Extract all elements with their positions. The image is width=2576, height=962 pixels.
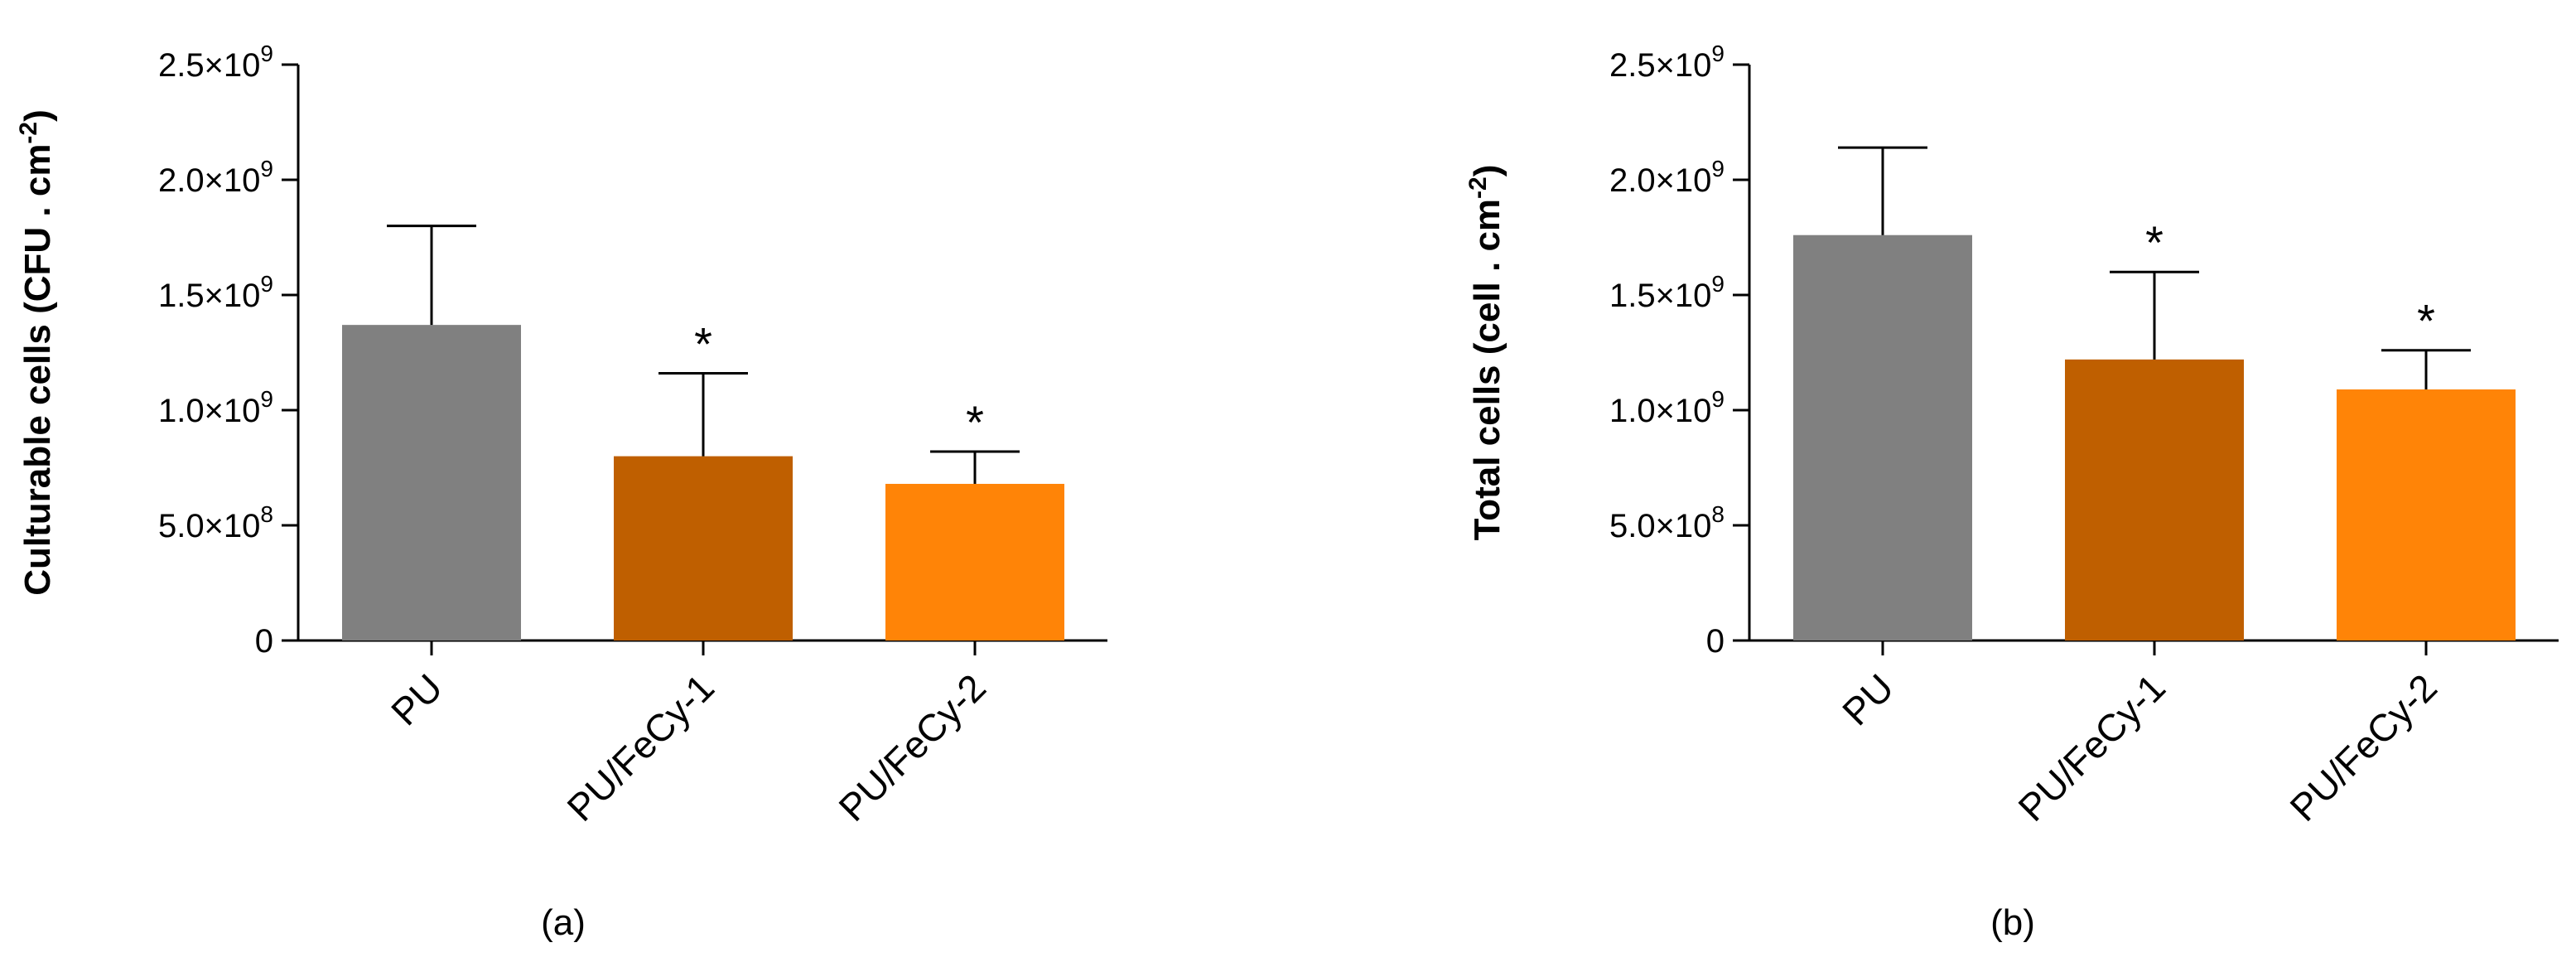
x-tick-label: PU/FeCy-1 [2009, 665, 2173, 829]
bar [614, 456, 793, 641]
y-tick-label: 2.0×109 [158, 156, 273, 199]
y-tick-label: 2.5×109 [158, 41, 273, 84]
bar [1793, 234, 1972, 641]
y-tick-label: 1.5×109 [158, 271, 273, 314]
y-axis-title: Culturable cells (CFU . cm-2) [15, 109, 58, 596]
significance-marker: * [694, 318, 712, 370]
significance-marker: * [2417, 295, 2435, 347]
y-tick-label: 5.0×108 [158, 501, 273, 544]
bar [342, 325, 521, 641]
y-tick-label: 1.0×109 [158, 386, 273, 429]
y-tick-label: 5.0×108 [1609, 501, 1725, 544]
panel-label: (a) [541, 902, 586, 943]
bar [2337, 389, 2516, 641]
significance-marker: * [2145, 216, 2164, 268]
y-tick-label: 1.0×109 [1609, 386, 1725, 429]
y-tick-label: 0 [1706, 623, 1725, 660]
x-tick-label: PU [1834, 665, 1902, 733]
bar [2065, 359, 2244, 641]
bar [885, 483, 1064, 641]
x-tick-label: PU/FeCy-1 [558, 665, 722, 829]
chart-panel-b: 0 5.0×108 1.0×109 1.5×109 2.0×109 2.5×109 PU * P… [1464, 41, 2559, 943]
y-tick-label: 0 [255, 623, 273, 660]
x-tick-label: PU/FeCy-2 [2281, 665, 2445, 829]
y-tick-label: 2.5×109 [1609, 41, 1725, 84]
y-tick-label: 2.0×109 [1609, 156, 1725, 199]
x-tick-label: PU/FeCy-2 [830, 665, 994, 829]
y-tick-label: 1.5×109 [1609, 271, 1725, 314]
panel-label: (b) [1990, 902, 2035, 943]
x-tick-label: PU [383, 665, 451, 733]
chart-panel-a: 0 5.0×108 1.0×109 1.5×109 2.0×109 2.5×109 PU * P… [15, 41, 1107, 943]
y-axis-title: Total cells (cell . cm-2) [1464, 165, 1507, 541]
significance-marker: * [966, 396, 984, 448]
